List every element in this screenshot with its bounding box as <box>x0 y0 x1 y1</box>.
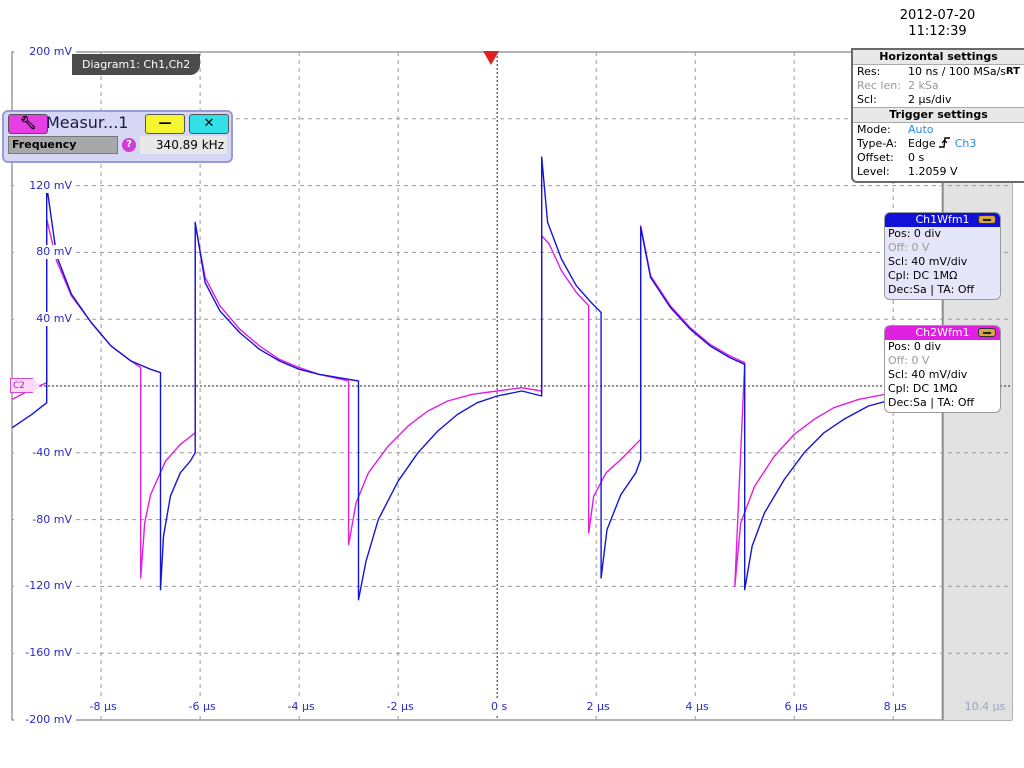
x-tick-label: 8 µs <box>875 700 916 714</box>
close-icon: ✕ <box>203 116 215 131</box>
ch2-coupling: Cpl: DC 1MΩ <box>888 382 958 395</box>
wrench-icon: 🔧︎ <box>19 116 37 131</box>
trigger-level-row: Level: 1.2059 V <box>857 165 958 178</box>
y-tick-label: -120 mV <box>14 579 76 594</box>
trigger-offset-row: Offset: 0 s <box>857 151 925 164</box>
x-tick-label: -8 µs <box>83 700 124 714</box>
close-button[interactable]: ✕ <box>189 114 229 134</box>
x-tick-label: -6 µs <box>182 700 223 714</box>
ch1-offset: Off: 0 V <box>888 241 930 254</box>
ch2-offset: Off: 0 V <box>888 354 930 367</box>
ch1-waveform-trace <box>11 156 924 601</box>
x-tick-label: 2 µs <box>578 700 619 714</box>
channel-2-offset-marker[interactable]: C2 <box>10 378 40 393</box>
measurement-label: Frequency <box>8 136 118 154</box>
x-tick-label: 4 µs <box>677 700 718 714</box>
settings-panel[interactable]: Horizontal settings Res: 10 ns / 100 MSa… <box>851 48 1024 183</box>
trigger-type-row: Type-A: Edge Ch3 <box>857 137 977 150</box>
ch2-scale: Scl: 40 mV/div <box>888 368 968 381</box>
minimize-icon[interactable] <box>978 328 996 337</box>
y-tick-label: -80 mV <box>14 512 76 527</box>
rising-edge-icon <box>939 137 951 148</box>
x-tick-label: 10.4 µs <box>960 700 1010 714</box>
ch1-scale: Scl: 40 mV/div <box>888 255 968 268</box>
minimize-button[interactable]: — <box>145 114 185 134</box>
measurement-title: Measur...1 <box>46 113 129 132</box>
measurement-value: 340.89 kHz <box>140 136 227 154</box>
ch1-decimation: Dec:Sa | TA: Off <box>888 283 975 296</box>
ch1-waveform-box[interactable]: Ch1Wfm1 Pos: 0 div Off: 0 V Scl: 40 mV/d… <box>884 212 1001 300</box>
horizontal-res-row: Res: 10 ns / 100 MSa/s RT <box>857 65 1020 78</box>
ch2-waveform-box[interactable]: Ch2Wfm1 Pos: 0 div Off: 0 V Scl: 40 mV/d… <box>884 325 1001 413</box>
acquisition-mode-badge: RT <box>1005 66 1020 77</box>
ch2-waveform-trace <box>11 218 924 588</box>
ch2-waveform-title-bar[interactable]: Ch2Wfm1 <box>885 326 1000 340</box>
horizontal-scale-row: Scl: 2 µs/div <box>857 93 952 106</box>
x-tick-label: -2 µs <box>380 700 421 714</box>
y-tick-label: 40 mV <box>14 312 76 327</box>
minus-icon: — <box>158 116 172 131</box>
diagram-tab[interactable]: Diagram1: Ch1,Ch2 <box>72 54 201 75</box>
x-tick-label: 6 µs <box>776 700 817 714</box>
timestamp-date: 2012-07-20 <box>899 8 976 23</box>
minimize-icon[interactable] <box>978 215 996 224</box>
horizontal-settings-title: Horizontal settings <box>853 50 1024 65</box>
ch2-decimation: Dec:Sa | TA: Off <box>888 396 975 409</box>
y-tick-label: 200 mV <box>14 45 76 59</box>
measurement-settings-button[interactable]: 🔧︎ <box>8 114 48 134</box>
measurement-box[interactable]: 🔧︎ Measur...1 — ✕ Frequency ? 340.89 kHz <box>2 110 233 163</box>
ch1-coupling: Cpl: DC 1MΩ <box>888 269 958 282</box>
y-tick-label: -40 mV <box>14 445 76 460</box>
y-tick-label: 80 mV <box>14 245 76 260</box>
x-tick-label: 0 s <box>479 700 520 714</box>
y-tick-label: 120 mV <box>14 178 76 193</box>
trigger-position-marker[interactable] <box>483 51 499 65</box>
timestamp-time: 11:12:39 <box>908 24 967 39</box>
trigger-settings-title: Trigger settings <box>853 107 1024 123</box>
x-tick-label: -4 µs <box>281 700 322 714</box>
y-tick-label: -200 mV <box>14 713 76 727</box>
ch1-waveform-title-bar[interactable]: Ch1Wfm1 <box>885 213 1000 227</box>
horizontal-reclen-row: Rec len: 2 kSa <box>857 79 939 92</box>
ch2-position: Pos: 0 div <box>888 340 941 353</box>
ch1-position: Pos: 0 div <box>888 227 941 240</box>
help-icon[interactable]: ? <box>122 138 136 152</box>
trigger-mode-row: Mode: Auto <box>857 123 934 136</box>
y-tick-label: -160 mV <box>14 646 76 661</box>
timestamp: 2012-07-20 11:12:39 <box>880 8 995 40</box>
